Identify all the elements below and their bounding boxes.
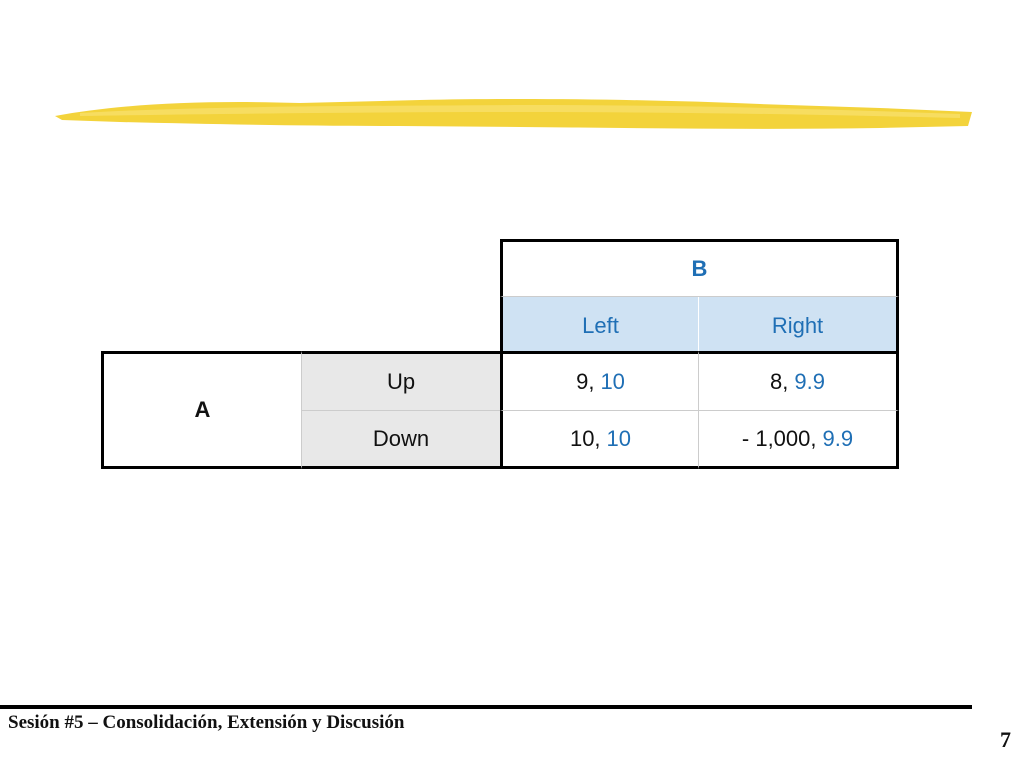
payoff-cell: 9, 10 [500, 351, 699, 411]
payoff-b: 10 [600, 369, 625, 394]
payoff-a: 8, [770, 369, 789, 394]
payoff-b: 10 [606, 425, 632, 451]
brush-highlight [80, 105, 960, 118]
payoff-a: - 1,000, [741, 425, 817, 451]
payoff-cell: 8, 9.9 [699, 351, 899, 411]
row-header: Up [302, 351, 500, 411]
payoff-cell: - 1,000, 9.9 [699, 411, 899, 469]
payoff-b: 9.9 [794, 369, 825, 394]
footer-rule [0, 705, 972, 709]
payoff-a: 9, [576, 369, 595, 394]
page-number: 7 [1000, 727, 1011, 752]
brush-stroke [55, 99, 972, 129]
payoff-cell: 10, 10 [500, 411, 699, 469]
footer-title: Sesión #5 – Consolidación, Extensión y D… [8, 712, 405, 733]
payoff-b: 9.9 [822, 425, 854, 451]
column-header: Left [500, 297, 699, 354]
payoff-a: 10, [569, 425, 601, 451]
column-header: Right [699, 297, 899, 354]
column-player: B [500, 239, 899, 297]
row-header: Down [302, 411, 500, 469]
row-player: A [101, 351, 302, 469]
